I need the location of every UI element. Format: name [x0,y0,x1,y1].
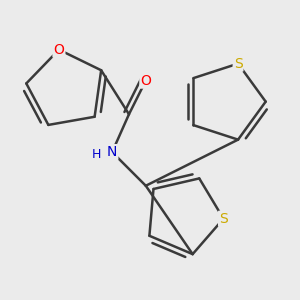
Text: N: N [107,145,117,159]
Text: S: S [234,57,242,70]
Text: S: S [219,212,228,226]
Text: O: O [53,43,64,57]
Text: H: H [92,148,101,161]
Text: O: O [140,74,151,88]
